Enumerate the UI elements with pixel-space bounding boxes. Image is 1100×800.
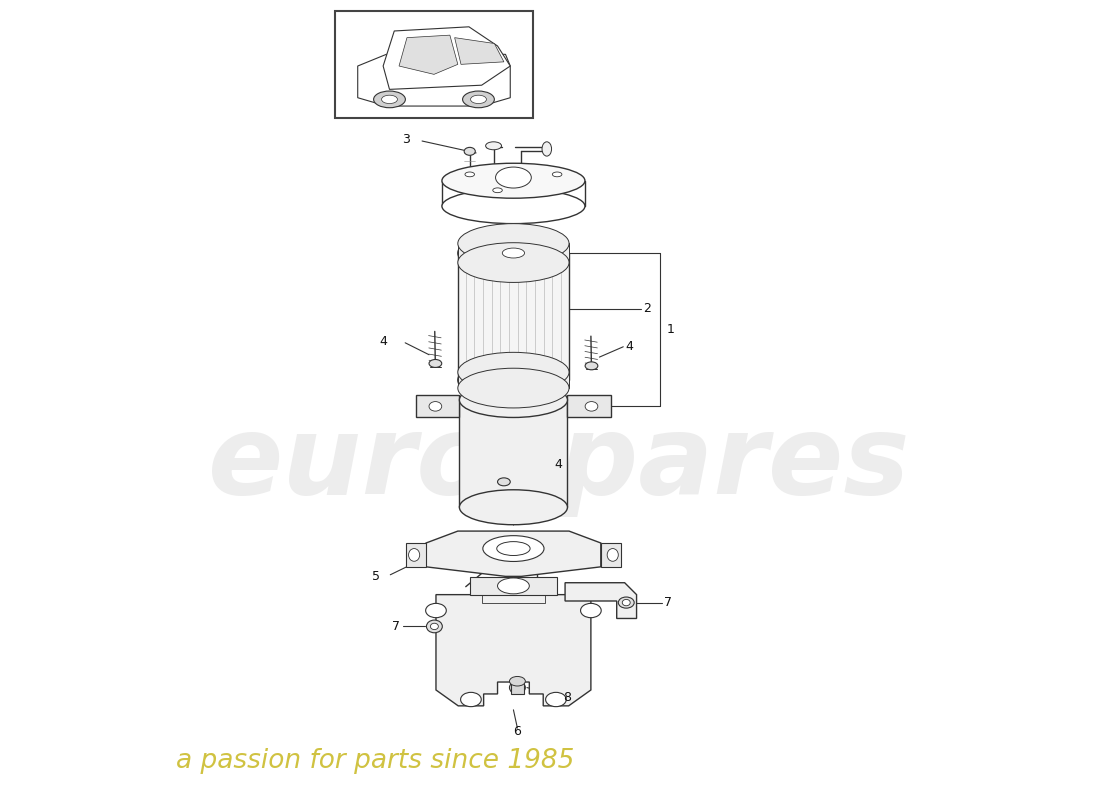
Ellipse shape (607, 549, 618, 562)
Text: 6: 6 (514, 725, 521, 738)
Ellipse shape (585, 402, 597, 411)
Bar (458, 253, 569, 380)
Ellipse shape (429, 359, 442, 367)
Ellipse shape (460, 382, 568, 418)
Polygon shape (399, 35, 458, 74)
Polygon shape (565, 582, 637, 618)
Ellipse shape (503, 248, 525, 258)
Polygon shape (358, 54, 510, 106)
Polygon shape (426, 531, 601, 576)
Ellipse shape (471, 95, 486, 103)
Text: 5: 5 (372, 570, 379, 583)
Ellipse shape (493, 188, 503, 193)
Ellipse shape (496, 167, 531, 188)
Ellipse shape (546, 692, 566, 706)
Bar (470, 577, 557, 594)
Ellipse shape (542, 142, 551, 156)
Ellipse shape (427, 620, 442, 633)
Ellipse shape (497, 478, 510, 486)
Text: 4: 4 (379, 334, 387, 348)
Ellipse shape (382, 95, 397, 103)
Ellipse shape (463, 91, 494, 108)
Polygon shape (416, 395, 460, 418)
Ellipse shape (509, 677, 526, 686)
Ellipse shape (497, 542, 530, 555)
Text: 3: 3 (403, 133, 410, 146)
Bar (512, 682, 524, 694)
Ellipse shape (374, 91, 406, 108)
Polygon shape (436, 594, 591, 706)
Ellipse shape (488, 242, 539, 264)
Ellipse shape (458, 224, 569, 263)
Text: a passion for parts since 1985: a passion for parts since 1985 (176, 749, 574, 774)
Ellipse shape (460, 490, 568, 525)
Ellipse shape (458, 368, 569, 408)
Ellipse shape (464, 147, 475, 155)
Ellipse shape (461, 692, 482, 706)
Ellipse shape (458, 360, 569, 400)
Ellipse shape (429, 402, 442, 411)
Bar (458, 372, 569, 388)
Bar (482, 594, 546, 602)
Ellipse shape (442, 189, 585, 224)
Text: 4: 4 (626, 340, 634, 354)
Text: 7: 7 (393, 620, 400, 633)
Ellipse shape (552, 172, 562, 177)
Polygon shape (601, 543, 620, 567)
Ellipse shape (623, 599, 630, 606)
Polygon shape (383, 27, 510, 90)
Polygon shape (454, 38, 504, 64)
Ellipse shape (458, 233, 569, 273)
Polygon shape (568, 395, 612, 418)
Ellipse shape (442, 163, 585, 198)
Polygon shape (406, 543, 426, 567)
Ellipse shape (483, 536, 544, 562)
Ellipse shape (430, 623, 439, 630)
Ellipse shape (485, 142, 502, 150)
Text: 4: 4 (554, 458, 562, 471)
Ellipse shape (426, 603, 447, 618)
Text: 8: 8 (563, 690, 572, 704)
Text: 1: 1 (667, 323, 674, 336)
Ellipse shape (585, 362, 597, 370)
Bar (460, 400, 568, 507)
Ellipse shape (581, 603, 602, 618)
Ellipse shape (458, 352, 569, 392)
Ellipse shape (465, 172, 474, 177)
Text: 7: 7 (664, 596, 672, 609)
Ellipse shape (497, 578, 529, 594)
Ellipse shape (408, 549, 420, 562)
Text: 2: 2 (642, 302, 651, 315)
Ellipse shape (618, 597, 635, 608)
Bar (334, 10, 534, 118)
Ellipse shape (509, 682, 526, 694)
Bar (458, 243, 569, 262)
Ellipse shape (458, 242, 569, 282)
Text: eurospares: eurospares (208, 410, 910, 517)
